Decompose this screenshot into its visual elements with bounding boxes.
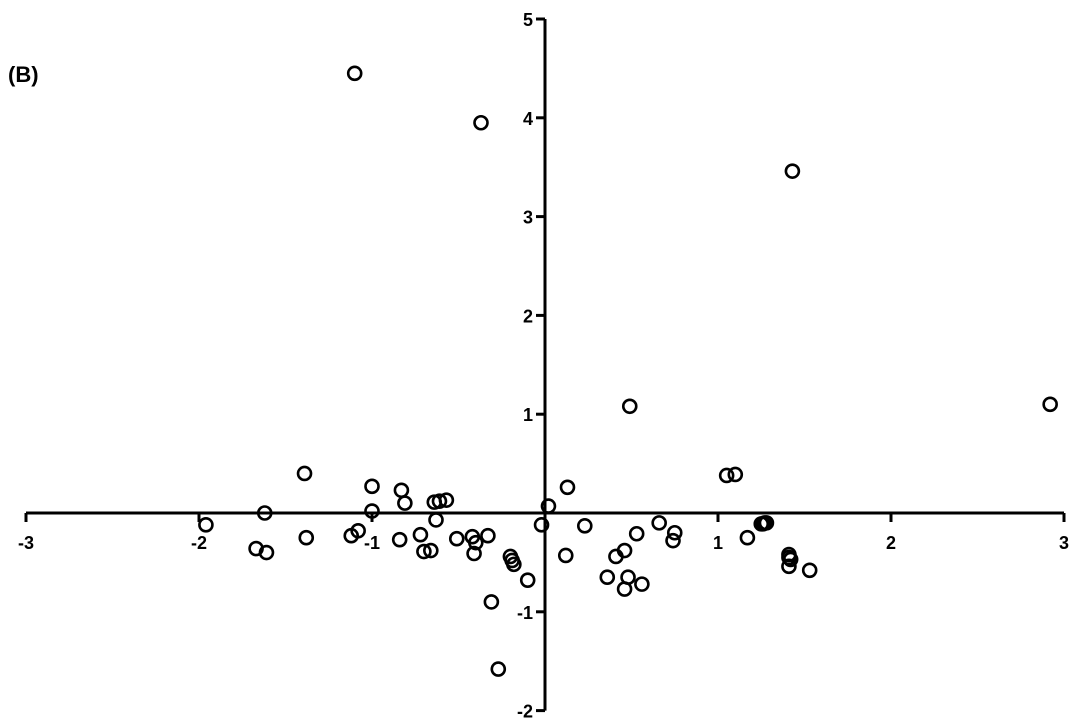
panel-label: (B) (8, 62, 39, 87)
data-point (557, 547, 574, 564)
data-point (781, 549, 797, 566)
data-point (665, 532, 681, 549)
data-point (784, 163, 801, 179)
data-point (298, 529, 315, 546)
data-point (364, 503, 380, 519)
data-point (483, 594, 500, 610)
data-point (628, 525, 645, 542)
data-point (391, 531, 408, 548)
data-point (393, 482, 410, 499)
data-point (616, 542, 633, 559)
data-point (466, 545, 482, 562)
y-tick-label: 1 (523, 405, 533, 425)
y-tick-label: 4 (523, 109, 533, 129)
x-tick-label: 1 (713, 533, 723, 553)
x-tick-label: 3 (1059, 533, 1069, 553)
y-tick-label: 5 (523, 10, 533, 30)
data-point (473, 114, 489, 131)
data-point (438, 492, 455, 508)
data-point (519, 572, 536, 588)
data-point (576, 518, 593, 534)
data-point (258, 544, 275, 561)
x-tick-label: 2 (886, 533, 896, 553)
data-point (533, 517, 550, 533)
data-point (621, 398, 638, 415)
data-point (801, 562, 818, 579)
data-point (431, 493, 448, 509)
data-point (782, 551, 799, 568)
data-point (490, 661, 507, 677)
data-point (739, 529, 756, 546)
data-point (634, 576, 650, 592)
data-point (416, 543, 432, 560)
data-point (718, 467, 735, 484)
y-tick-label: 3 (523, 208, 533, 228)
x-tick-label: -2 (191, 533, 207, 553)
data-point (364, 478, 380, 495)
data-point (428, 512, 444, 528)
data-point (397, 495, 413, 511)
y-tick-label: -2 (517, 702, 533, 722)
x-tick-label: -3 (18, 533, 34, 553)
data-point (727, 466, 744, 483)
data-point (781, 558, 797, 575)
data-point (540, 498, 557, 514)
data-point (504, 552, 520, 569)
data-point (651, 515, 667, 531)
data-point (198, 517, 214, 533)
data-point (346, 65, 363, 82)
data-point (448, 530, 465, 547)
data-point (755, 516, 771, 532)
data-point (616, 581, 633, 597)
data-point (599, 569, 616, 586)
data-point (256, 505, 273, 521)
data-point (1042, 396, 1058, 413)
data-point (423, 542, 439, 559)
data-point (412, 526, 429, 543)
data-point (296, 465, 313, 482)
data-point (559, 479, 576, 496)
data-point (467, 534, 484, 551)
x-tick-label: -1 (364, 533, 380, 553)
data-point (343, 527, 360, 544)
y-tick-label: 2 (523, 306, 533, 326)
data-point (480, 527, 496, 544)
data-point (666, 524, 683, 541)
y-tick-label: -1 (517, 603, 533, 623)
